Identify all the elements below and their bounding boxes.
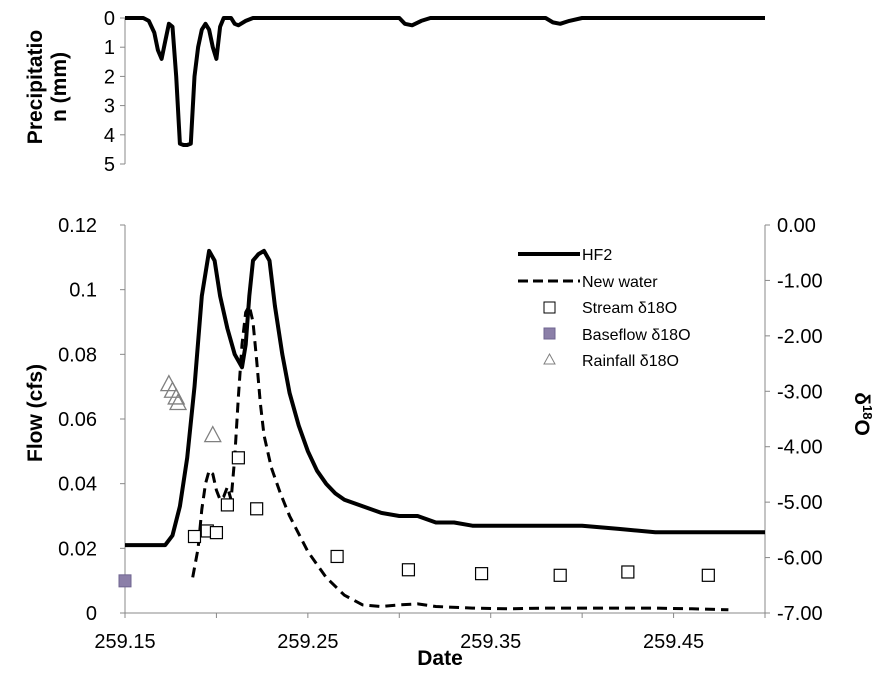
stream-d18o-point [401,563,416,577]
legend: HF2 New water Stream δ18O Baseflow δ18O … [518,247,691,370]
baseflow-d18o-point [118,574,132,588]
stream-d18o-point [474,567,489,581]
precip-tick-label: 1 [104,37,115,59]
left-tick-label: 0.12 [58,215,97,237]
right-tick-label: -2.00 [777,326,823,348]
y2-title-sup: 18 [860,405,875,419]
legend-swatch-rainfall [543,352,556,365]
stream-d18o-point [231,451,245,465]
stream-d18o-point [209,526,224,540]
left-tick-label: 0.08 [58,344,97,366]
left-tick-label: 0.04 [58,474,97,496]
legend-swatch-baseflow [543,327,556,340]
precip-y-title-line2: n (mm) [48,52,71,122]
legend-label-baseflow: Baseflow δ18O [582,327,691,344]
precip-tick-label: 4 [104,125,115,147]
stream-d18o-point [701,568,715,582]
legend-label-rainfall: Rainfall δ18O [582,353,679,370]
x-ticks: 259.15 259.25 259.35 259.45 [94,613,766,653]
left-tick-label: 0 [86,603,97,625]
right-tick-label: -5.00 [777,492,823,514]
legend-swatch-stream [543,301,556,314]
right-tick-label: -1.00 [777,270,823,292]
precip-tick-label: 0 [104,8,115,30]
left-tick-label: 0.02 [58,538,97,560]
x-axis-title: Date [417,647,463,670]
legend-label-hf2: HF2 [582,247,612,264]
left-tick-label: 0.1 [69,280,97,302]
stream-d18o-point [220,498,234,512]
x-tick-label: 259.15 [94,631,155,653]
legend-label-new-water: New water [582,274,658,291]
series-new-water-line [191,304,729,612]
stream-d18o-point [330,549,344,564]
stream-d18o-point [250,502,264,516]
y2-title-tail: O [850,419,873,435]
precip-tick-label: 2 [104,66,115,88]
rainfall-d18o-point [168,393,188,411]
right-tick-label: -7.00 [777,603,823,625]
left-tick-label: 0.06 [58,409,97,431]
y-axis-title: Flow (cfs) [24,364,47,462]
left-y-ticks: 0 0.02 0.04 0.06 0.08 0.1 0.12 [58,215,125,625]
x-tick-label: 259.35 [460,631,521,653]
x-tick-label: 259.45 [643,631,704,653]
stream-d18o-point [553,568,567,582]
right-tick-label: 0.00 [777,215,816,237]
legend-label-stream: Stream δ18O [582,300,677,317]
y2-title-delta: δ [850,392,873,405]
x-tick-label: 259.25 [277,631,338,653]
precip-tick-label: 3 [104,96,115,118]
precipitation-line [125,16,765,147]
series-hf2-line [125,248,765,548]
series-layer [118,248,765,612]
rainfall-d18o-point [167,387,186,405]
precip-tick-label: 5 [104,154,115,176]
precip-y-ticks: 0 1 2 3 4 5 [104,8,125,176]
right-tick-label: -6.00 [777,548,823,570]
stream-d18o-point [621,565,635,579]
rainfall-d18o-point [203,425,222,443]
stream-d18o-point [187,529,202,544]
precipitation-panel: 0 1 2 3 4 5 Precipitatio n (mm) [24,8,765,176]
y2-axis-title: δ18O [850,392,875,436]
right-tick-label: -4.00 [777,437,823,459]
right-tick-label: -3.00 [777,381,823,403]
right-y-ticks: 0.00 -1.00 -2.00 -3.00 -4.00 -5.00 -6.00 -7.00 [765,215,823,625]
flow-panel: 0 0.02 0.04 0.06 0.08 0.1 0.12 0.00 -1.00 -2.00 -… [24,215,875,670]
precip-y-title-line1: Precipitatio [24,30,47,144]
